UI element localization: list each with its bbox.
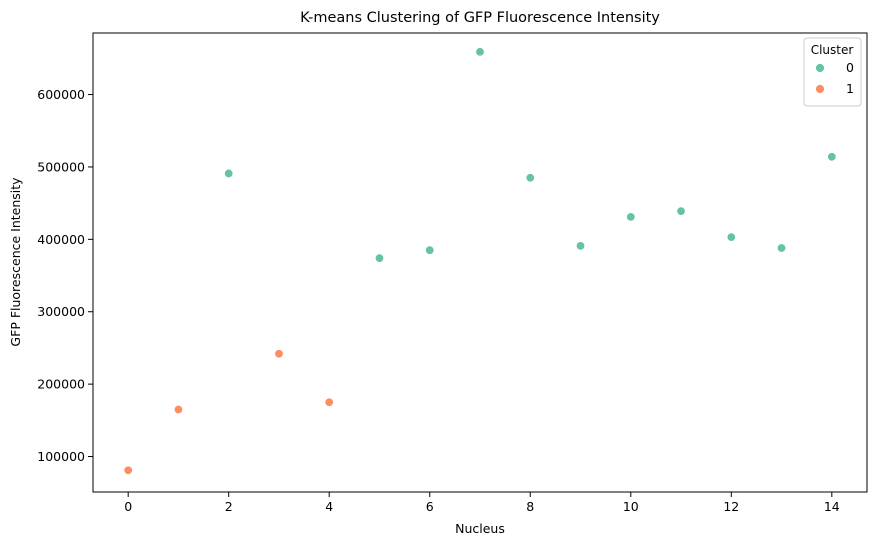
x-tick-label: 0 — [124, 499, 132, 514]
x-tick-label: 10 — [623, 499, 639, 514]
y-tick-label: 100000 — [37, 449, 85, 464]
data-point — [575, 241, 586, 251]
chart-title: K-means Clustering of GFP Fluorescence I… — [300, 10, 660, 26]
data-point — [274, 349, 284, 359]
legend-title: Cluster — [811, 43, 854, 57]
data-points — [123, 47, 837, 475]
y-tick-label: 300000 — [37, 304, 85, 319]
data-point — [827, 152, 837, 162]
y-axis-label: GFP Fluorescence Intensity — [8, 177, 23, 347]
plot-area — [92, 32, 868, 493]
legend-marker — [815, 63, 825, 73]
data-point — [475, 47, 485, 57]
legend-label: 1 — [846, 81, 854, 96]
data-point — [525, 173, 535, 183]
data-point — [224, 168, 234, 179]
legend-label: 0 — [846, 60, 854, 75]
data-point — [626, 212, 636, 222]
y-axis: 100000 200000 300000 400000 500000 600000 — [37, 87, 93, 464]
data-point — [123, 465, 133, 475]
x-tick-label: 6 — [426, 499, 434, 514]
data-point — [324, 397, 334, 407]
legend: Cluster 0 1 — [803, 37, 862, 107]
y-tick-label: 500000 — [37, 159, 85, 174]
x-tick-label: 4 — [325, 499, 333, 514]
y-tick-label: 600000 — [37, 87, 85, 102]
data-point — [726, 232, 736, 242]
data-point — [425, 245, 435, 255]
y-tick-label: 200000 — [37, 377, 85, 392]
data-point — [374, 253, 385, 263]
x-tick-label: 14 — [824, 499, 840, 514]
data-point — [676, 206, 686, 216]
x-tick-label: 2 — [225, 499, 233, 514]
legend-marker — [815, 84, 825, 94]
data-point — [776, 243, 787, 253]
x-tick-label: 12 — [723, 499, 739, 514]
data-point — [173, 404, 184, 415]
x-axis: 0 2 4 6 8 10 12 14 — [124, 492, 840, 514]
x-tick-label: 8 — [526, 499, 534, 514]
y-tick-label: 400000 — [37, 232, 85, 247]
x-axis-label: Nucleus — [455, 521, 505, 536]
